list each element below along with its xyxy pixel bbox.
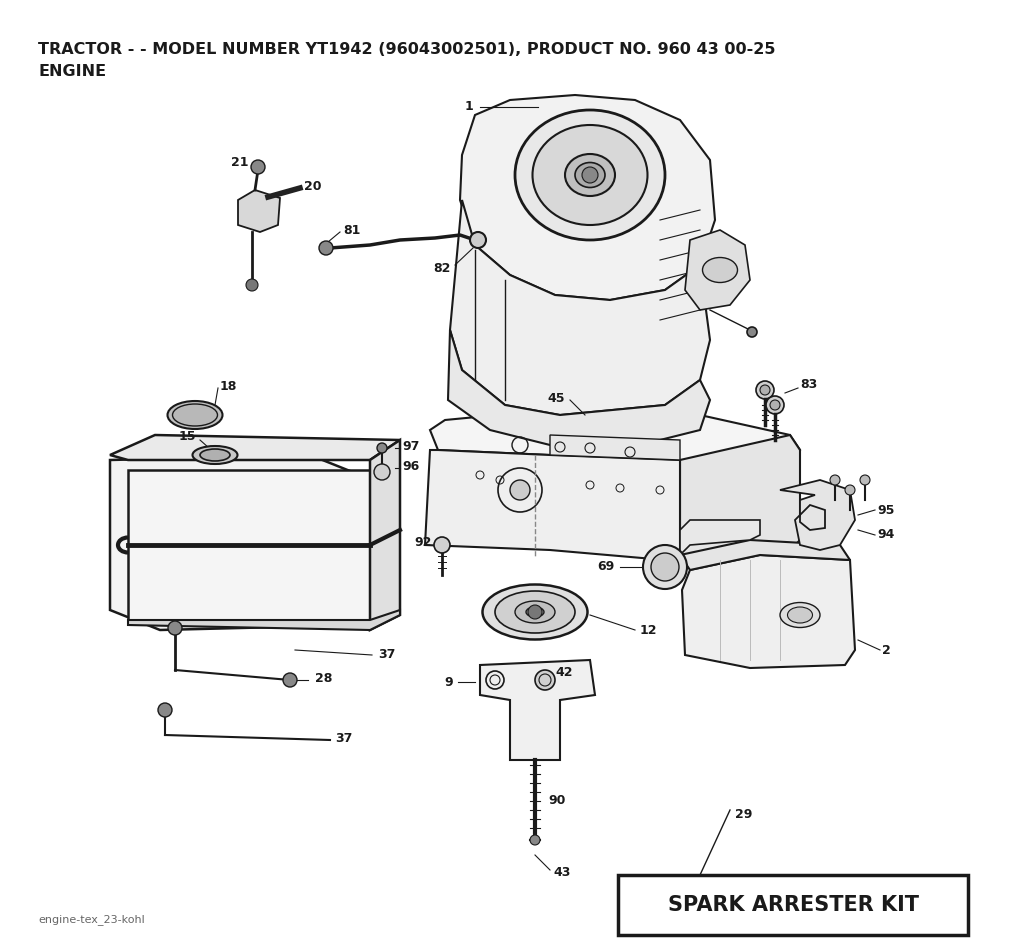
Circle shape — [528, 605, 542, 619]
Text: 81: 81 — [343, 223, 360, 237]
Polygon shape — [110, 435, 400, 460]
Circle shape — [434, 537, 450, 553]
Polygon shape — [128, 610, 400, 630]
Polygon shape — [780, 480, 855, 550]
Circle shape — [168, 621, 182, 635]
Circle shape — [860, 475, 870, 485]
Text: 95: 95 — [877, 503, 894, 516]
Text: TRACTOR - - MODEL NUMBER YT1942 (96043002501), PRODUCT NO. 960 43 00-25: TRACTOR - - MODEL NUMBER YT1942 (9604300… — [38, 43, 775, 57]
Polygon shape — [425, 450, 680, 560]
Text: 29: 29 — [735, 808, 753, 822]
Ellipse shape — [515, 601, 555, 623]
Text: 1: 1 — [464, 101, 473, 113]
Ellipse shape — [168, 401, 222, 429]
Polygon shape — [430, 410, 800, 465]
Text: 97: 97 — [402, 440, 420, 454]
Ellipse shape — [575, 163, 605, 187]
Circle shape — [582, 167, 598, 183]
Text: 15: 15 — [178, 431, 196, 443]
Circle shape — [830, 475, 840, 485]
Circle shape — [319, 241, 333, 255]
Text: 45: 45 — [548, 392, 565, 404]
Ellipse shape — [495, 591, 575, 633]
Text: ENGINE: ENGINE — [38, 65, 106, 80]
Circle shape — [770, 400, 780, 410]
Polygon shape — [450, 200, 710, 415]
Text: 43: 43 — [553, 865, 570, 879]
Text: 9: 9 — [444, 675, 453, 689]
Polygon shape — [550, 435, 680, 460]
Circle shape — [766, 396, 784, 414]
Text: 12: 12 — [640, 624, 657, 636]
Bar — [618, 875, 968, 935]
Circle shape — [377, 443, 387, 453]
Polygon shape — [128, 470, 370, 620]
Text: engine-tex_23-kohl: engine-tex_23-kohl — [38, 915, 144, 925]
Text: 82: 82 — [433, 262, 451, 275]
Ellipse shape — [787, 607, 812, 623]
Text: 37: 37 — [335, 731, 352, 745]
Polygon shape — [682, 555, 855, 668]
Ellipse shape — [200, 449, 230, 461]
Polygon shape — [460, 95, 715, 300]
Polygon shape — [685, 230, 750, 310]
Circle shape — [535, 670, 555, 690]
Ellipse shape — [172, 404, 217, 426]
Ellipse shape — [532, 125, 647, 225]
Text: 83: 83 — [800, 378, 817, 392]
Circle shape — [374, 464, 390, 480]
Text: 69: 69 — [597, 560, 614, 573]
Circle shape — [651, 553, 679, 581]
Text: 94: 94 — [877, 529, 894, 541]
Text: SPARK ARRESTER KIT: SPARK ARRESTER KIT — [668, 895, 919, 915]
Text: 21: 21 — [230, 157, 248, 169]
Ellipse shape — [193, 446, 238, 464]
Polygon shape — [238, 190, 280, 232]
Text: 96: 96 — [402, 460, 419, 474]
Polygon shape — [680, 520, 760, 555]
Polygon shape — [110, 455, 360, 630]
Ellipse shape — [482, 585, 588, 639]
Circle shape — [530, 835, 540, 845]
Text: 18: 18 — [220, 379, 238, 393]
Polygon shape — [370, 440, 400, 630]
Ellipse shape — [565, 154, 615, 196]
Circle shape — [510, 480, 530, 500]
Circle shape — [756, 381, 774, 399]
Ellipse shape — [526, 607, 544, 617]
Polygon shape — [449, 330, 710, 445]
Circle shape — [845, 485, 855, 495]
Circle shape — [760, 385, 770, 395]
Polygon shape — [480, 660, 595, 760]
Text: 42: 42 — [555, 666, 572, 678]
Text: 20: 20 — [304, 180, 322, 192]
Polygon shape — [680, 435, 800, 555]
Circle shape — [246, 279, 258, 291]
Circle shape — [283, 673, 297, 687]
Polygon shape — [680, 540, 850, 570]
Circle shape — [251, 160, 265, 174]
Circle shape — [470, 232, 486, 248]
Ellipse shape — [515, 110, 665, 240]
Circle shape — [158, 703, 172, 717]
Text: 90: 90 — [548, 793, 565, 806]
Text: 28: 28 — [315, 671, 333, 685]
Circle shape — [643, 545, 687, 589]
Ellipse shape — [780, 603, 820, 628]
Text: 92: 92 — [415, 536, 432, 550]
Ellipse shape — [702, 258, 737, 282]
Text: 37: 37 — [378, 649, 395, 662]
Circle shape — [746, 327, 757, 337]
Text: 2: 2 — [882, 644, 891, 656]
